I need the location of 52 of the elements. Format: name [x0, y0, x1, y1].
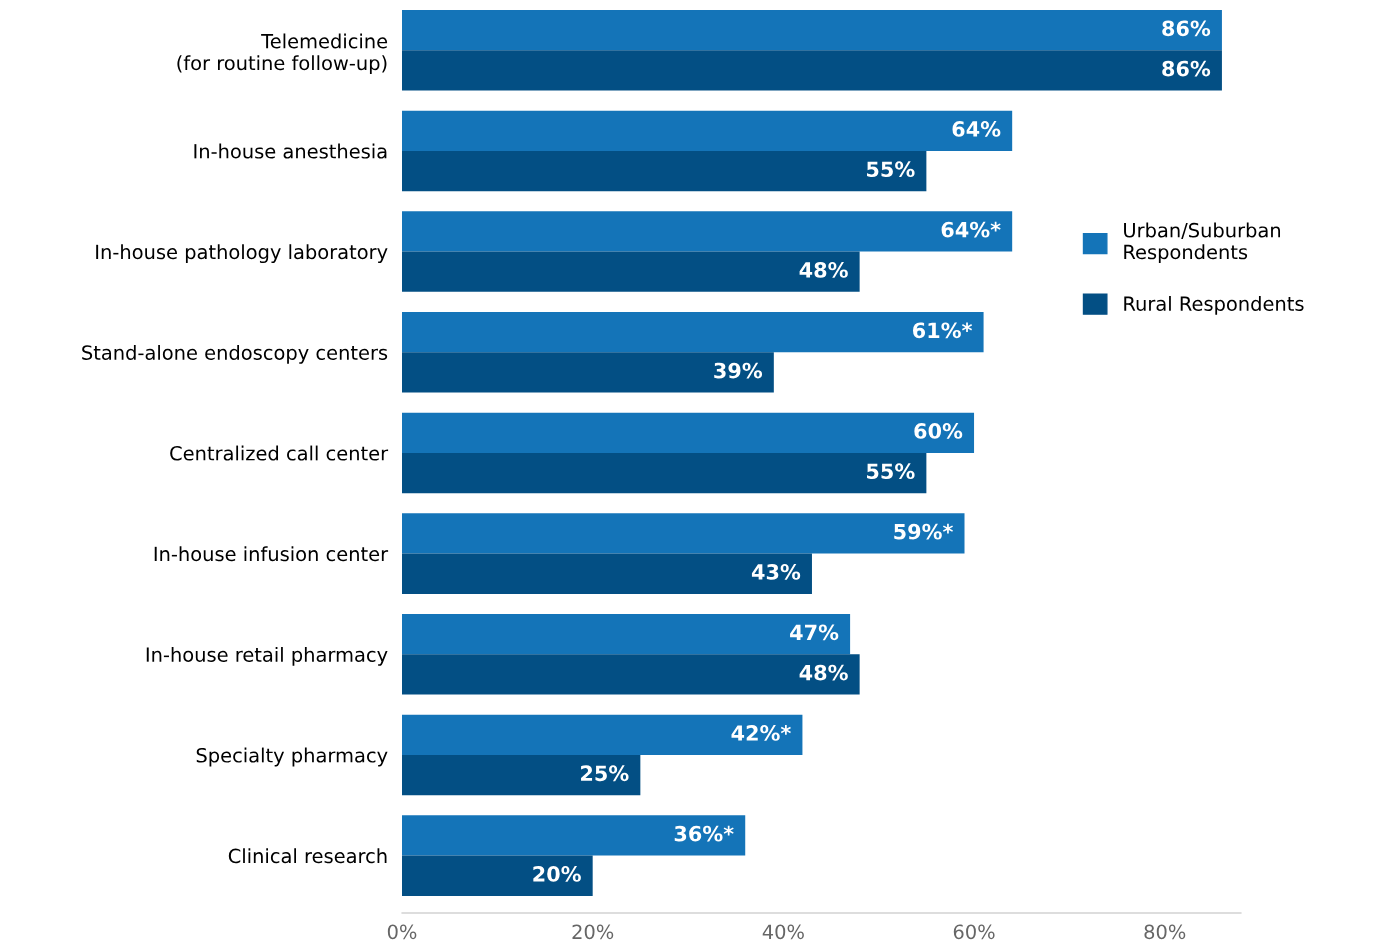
data-label: 39% [714, 362, 763, 379]
bar [402, 352, 774, 393]
y-tick-label: In-house pathology laboratory [96, 244, 388, 264]
bar [402, 312, 984, 353]
y-tick-label: Clinical research [228, 848, 387, 864]
x-tick-label: 0% [387, 924, 417, 940]
bar [402, 714, 803, 755]
bar [402, 10, 1222, 51]
data-label: 48% [799, 664, 848, 681]
data-label: 55% [867, 463, 915, 480]
bar [402, 513, 965, 554]
y-tick-label: Telemedicine (for routine follow-up) [177, 33, 388, 75]
bar [402, 50, 1222, 91]
bar [402, 754, 641, 796]
y-tick-label: Specialty pharmacy [196, 747, 388, 767]
bar [402, 452, 927, 494]
bar [402, 110, 1013, 151]
bar [402, 251, 860, 292]
y-tick-label: In-house infusion center [154, 546, 389, 562]
data-label: 36%* [674, 825, 734, 842]
data-label: 47% [790, 624, 839, 641]
data-label: 43% [751, 564, 801, 580]
data-label: 86% [1162, 20, 1211, 37]
data-label: 64% [952, 121, 1001, 137]
bar [402, 815, 746, 856]
data-label: 86% [1162, 60, 1211, 77]
data-label: 20% [533, 866, 581, 882]
x-tick-label: 60% [953, 924, 995, 940]
bar [402, 412, 975, 453]
data-label: 60% [914, 423, 963, 439]
y-tick-label: Stand-alone endoscopy centers [82, 344, 388, 364]
data-label: 64%* [941, 221, 1001, 238]
y-tick-label: In-house anesthesia [194, 143, 387, 159]
y-tick-label: Centralized call center [170, 445, 389, 461]
x-tick-label: 80% [1144, 924, 1186, 940]
x-tick-label: 40% [762, 924, 804, 940]
data-label: 55% [867, 161, 915, 178]
data-label: 25% [581, 765, 629, 782]
bar [402, 211, 1013, 252]
bar [402, 654, 860, 695]
bar [402, 150, 927, 192]
y-tick-label: In-house retail pharmacy [146, 646, 388, 666]
bar [402, 614, 851, 655]
x-tick-label: 20% [572, 924, 614, 940]
data-label: 61%* [913, 322, 973, 339]
data-label: 42%* [731, 725, 791, 741]
legend-label: Rural Respondents [1124, 295, 1304, 315]
data-label: 59%* [894, 523, 953, 540]
bar [402, 553, 812, 594]
bar [402, 855, 593, 896]
data-label: 48% [799, 262, 848, 278]
legend-label: Urban/Suburban Respondents [1124, 222, 1281, 264]
